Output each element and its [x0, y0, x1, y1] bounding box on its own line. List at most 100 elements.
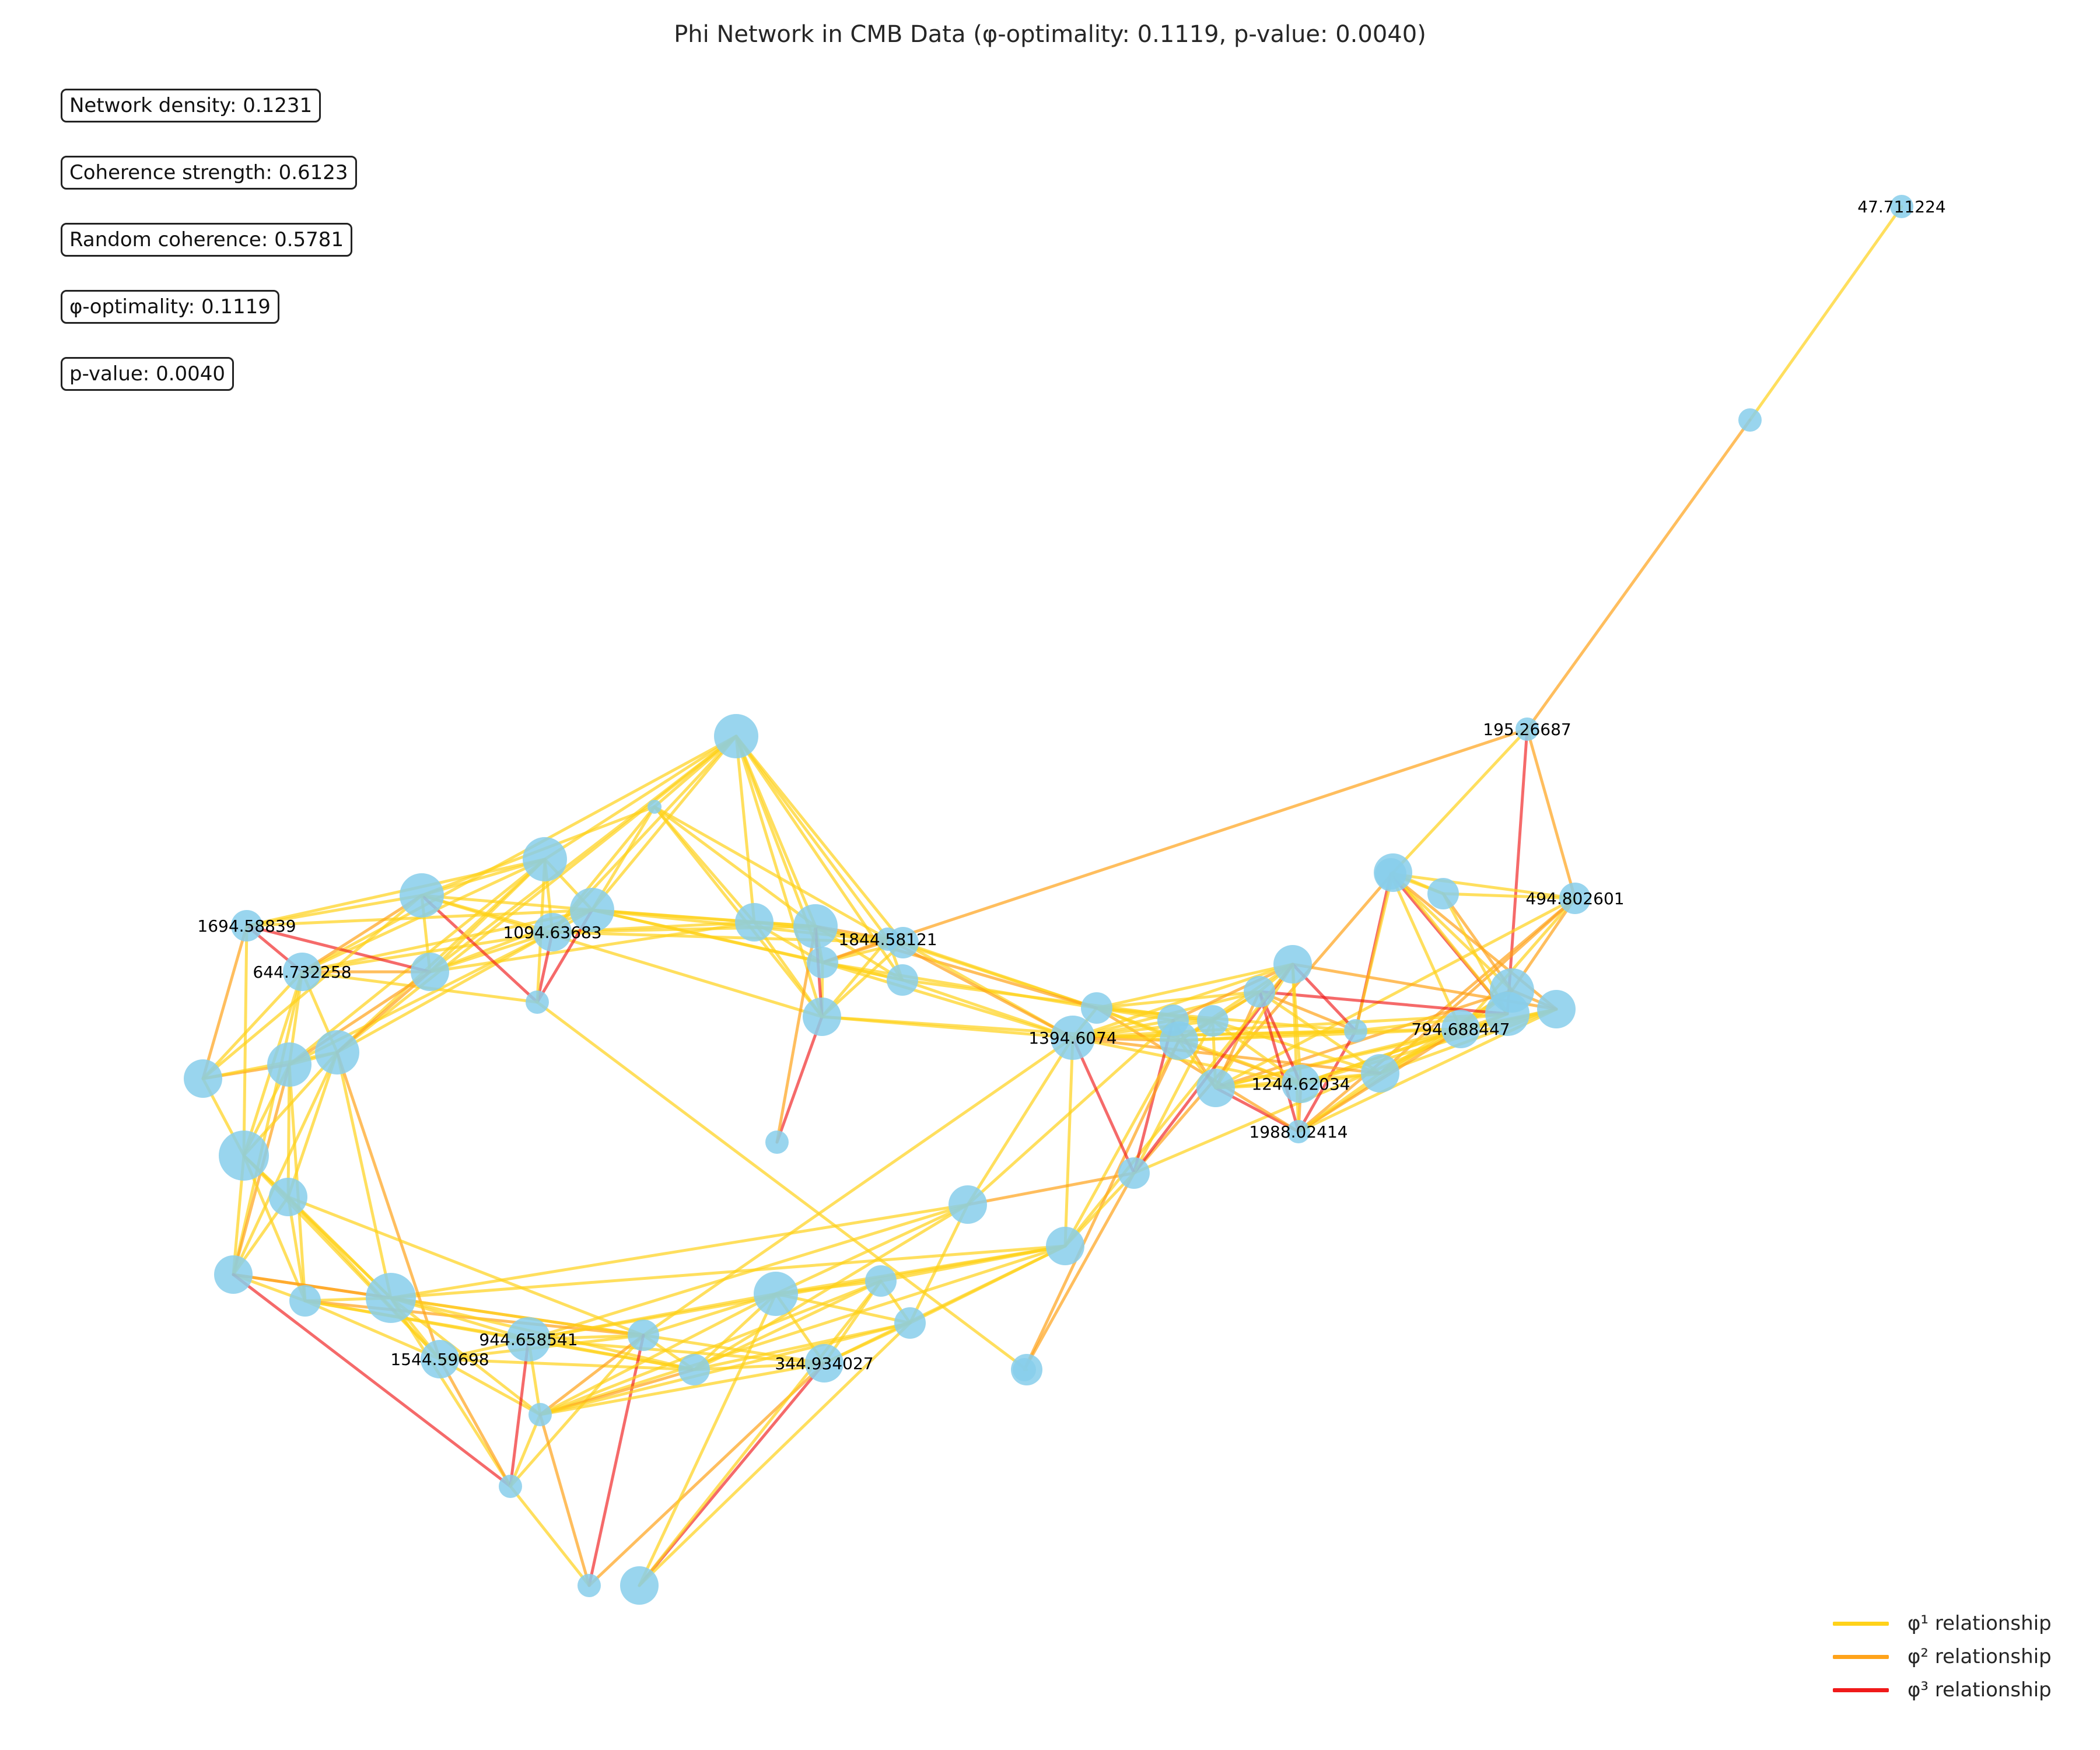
network-node [1051, 1016, 1095, 1060]
edge-phi1 [538, 1292, 778, 1416]
network-node [184, 1059, 222, 1098]
edge-phi2 [1023, 1171, 1136, 1371]
network-node [1160, 1021, 1198, 1060]
network-node [1427, 878, 1459, 909]
edge-phi3 [1506, 727, 1529, 1016]
stat-network-density: Network density: 0.1231 [61, 89, 321, 123]
node-label: 1844.58121 [838, 930, 937, 949]
network-node [214, 1255, 253, 1294]
edge-phi3 [232, 1273, 512, 1488]
network-node [1361, 1054, 1399, 1093]
edge-phi3 [587, 1334, 645, 1587]
legend-item-phi3: φ³ relationship [1826, 1676, 2082, 1710]
edge-phi2 [201, 924, 249, 1080]
network-node [578, 1574, 601, 1597]
edge-phi3 [1258, 990, 1509, 1016]
network-node [1011, 1354, 1042, 1385]
edge-phi1 [201, 970, 304, 1080]
network-node [506, 1317, 551, 1362]
edge-phi1 [642, 1036, 1074, 1337]
edge-phi1 [1258, 990, 1382, 1075]
edge-phi1 [527, 1203, 970, 1341]
network-node [231, 910, 262, 942]
network-node [1537, 990, 1576, 1028]
node-label: 1394.6074 [1028, 1028, 1116, 1048]
legend-item-phi1: φ¹ relationship [1826, 1610, 2082, 1643]
network-node [1344, 1019, 1367, 1042]
network-node [1890, 195, 1913, 218]
network-node [1441, 1010, 1480, 1048]
network-node [400, 873, 444, 918]
legend-label-phi1: φ¹ relationship [1908, 1612, 2052, 1635]
network-node [1196, 1069, 1235, 1107]
edge-phi1 [300, 734, 738, 974]
edge-layer [201, 205, 1903, 1587]
edge-phi2 [1023, 1039, 1181, 1371]
legend-swatch-phi3 [1833, 1688, 1889, 1692]
legend-label-phi2: φ² relationship [1908, 1645, 2052, 1668]
stat-coherence-strength: Coherence strength: 0.6123 [61, 156, 357, 190]
network-node [807, 947, 838, 978]
edge-phi2 [814, 925, 1098, 1010]
edge-phi1 [303, 1299, 442, 1361]
edge-phi2 [1171, 963, 1294, 1022]
legend-swatch-phi2 [1833, 1655, 1889, 1659]
network-node [1197, 1005, 1228, 1037]
edge-phi2 [886, 937, 1074, 1040]
edge-phi1 [1291, 963, 1303, 1086]
edge-phi1 [551, 930, 905, 944]
chart-title: Phi Network in CMB Data (φ-optimality: 0… [674, 21, 1426, 48]
edge-phi3 [775, 1015, 824, 1144]
network-node [411, 953, 449, 991]
stat-phi-optimality: φ-optimality: 0.1119 [61, 290, 279, 324]
edge-phi1 [1214, 897, 1577, 1090]
network-node [526, 991, 549, 1014]
stat-random-coherence: Random coherence: 0.5781 [61, 223, 353, 257]
network-node [894, 1307, 926, 1339]
network-node [421, 1340, 459, 1378]
network-node [1485, 992, 1530, 1036]
edge-phi1 [734, 734, 905, 944]
edge-phi1 [638, 1321, 912, 1587]
legend-swatch-phi1 [1833, 1622, 1889, 1626]
node-label: 47.711224 [1857, 197, 1945, 216]
network-node [620, 1566, 659, 1605]
edge-phi3 [1071, 1036, 1136, 1175]
edge-phi1 [245, 894, 424, 928]
node-label: 944.658541 [479, 1330, 578, 1349]
edge-phi1 [774, 1292, 912, 1325]
legend-label-phi3: φ³ relationship [1908, 1678, 2052, 1702]
network-node [1273, 945, 1312, 984]
label-layer: 47.711224 195.26687 494.802601 794.688447 19… [197, 197, 1945, 1373]
edge-phi1 [245, 858, 547, 928]
node-layer [184, 195, 1913, 1605]
node-label: 195.26687 [1483, 720, 1571, 739]
edge-phi1 [734, 734, 756, 924]
edge-phi1 [509, 1485, 591, 1587]
network-node [1118, 1157, 1150, 1189]
network-node [678, 1354, 710, 1385]
edge-phi1 [590, 908, 756, 924]
edge-phi1 [692, 1362, 826, 1371]
edge-phi1 [232, 970, 304, 1276]
edge-phi1 [638, 1279, 883, 1587]
network-node [803, 998, 841, 1036]
network-node [283, 953, 321, 991]
edge-phi1 [642, 1292, 778, 1337]
network-node [366, 1273, 416, 1323]
edge-phi1 [774, 1203, 970, 1296]
network-node [570, 888, 614, 932]
edge-phi2 [821, 727, 1529, 964]
network-node [793, 904, 838, 949]
edge-phi1 [1214, 1027, 1462, 1090]
edge-phi1 [428, 921, 756, 974]
network-node [754, 1272, 798, 1316]
edge-phi1 [734, 734, 904, 982]
network-node [289, 1285, 321, 1317]
edge-phi1 [734, 734, 890, 941]
network-node [865, 1265, 897, 1297]
edge-phi1 [286, 1195, 645, 1337]
edge-phi1 [536, 1000, 1028, 1371]
